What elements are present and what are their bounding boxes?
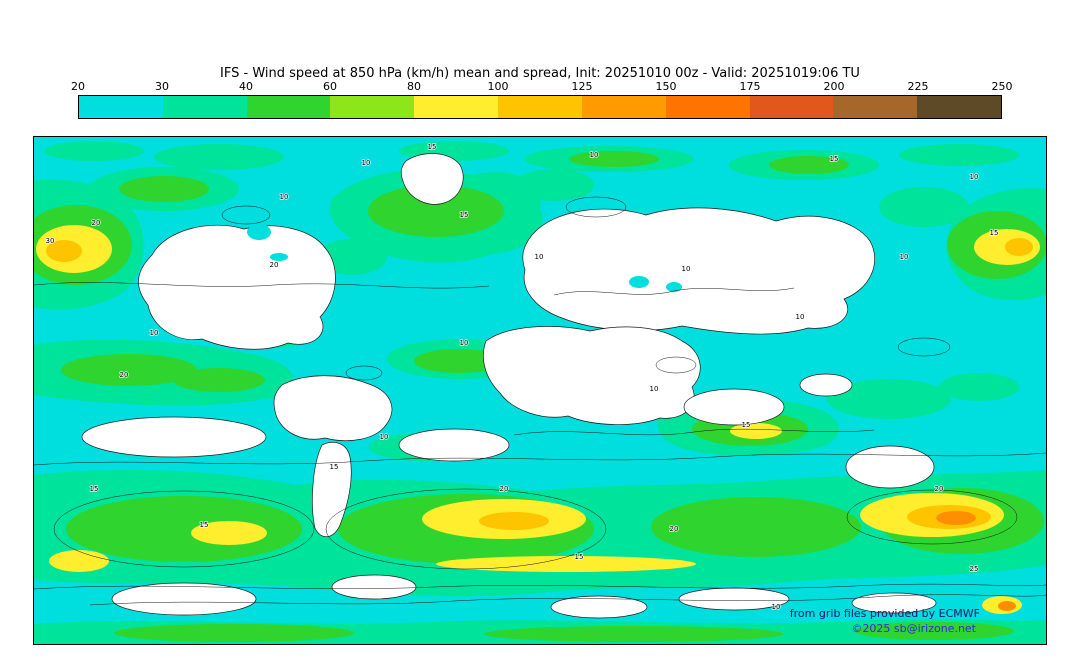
contour-value-label: 20 <box>935 485 944 493</box>
contour-value-label: 15 <box>330 463 339 471</box>
ecmwf-credit: from grib files provided by ECMWF <box>789 607 980 620</box>
legend-tick: 175 <box>739 80 761 93</box>
contour-value-label: 10 <box>900 253 909 261</box>
legend-color-segment <box>833 96 918 118</box>
contour-value-label: 10 <box>460 339 469 347</box>
contour-value-label: 15 <box>830 155 839 163</box>
contour-value-label: 15 <box>575 553 584 561</box>
legend-tick: 225 <box>907 80 929 93</box>
contour-value-label: 15 <box>742 421 751 429</box>
contour-value-label: 10 <box>650 385 659 393</box>
legend-tick: 30 <box>155 80 169 93</box>
contour-value-label: 15 <box>200 521 209 529</box>
contour-value-label: 15 <box>990 229 999 237</box>
contour-value-label: 15 <box>90 485 99 493</box>
legend-tick: 250 <box>991 80 1013 93</box>
contour-value-label: 20 <box>270 261 279 269</box>
world-wind-map: 15 10 10 15 10 30 20 10 15 10 20 10 15 10 20 10 15 10 10 15… <box>33 136 1047 645</box>
legend-tick: 60 <box>323 80 337 93</box>
legend-color-segment <box>79 96 163 118</box>
legend-tick: 100 <box>487 80 509 93</box>
contour-value-label: 10 <box>682 265 691 273</box>
legend-color-segment <box>330 96 415 118</box>
contour-value-label: 20 <box>92 219 101 227</box>
legend-tick: 20 <box>71 80 85 93</box>
contour-value-label: 25 <box>970 565 979 573</box>
legend-color-segment <box>749 96 834 118</box>
legend-tick-labels: 20 30 40 60 80 100 125 150 175 200 225 250 <box>71 80 1013 94</box>
legend-color-segment <box>162 96 247 118</box>
contour-value-label: 20 <box>500 485 509 493</box>
legend-tick: 80 <box>407 80 421 93</box>
legend-tick: 200 <box>823 80 845 93</box>
band-orange <box>936 511 1016 611</box>
legend-tick: 125 <box>571 80 593 93</box>
contour-value-label: 10 <box>590 151 599 159</box>
legend-tick: 40 <box>239 80 253 93</box>
legend-color-bar <box>78 95 1002 119</box>
contour-value-label: 30 <box>46 237 55 245</box>
contour-value-label: 10 <box>772 603 781 611</box>
contour-value-label: 15 <box>428 143 437 151</box>
contour-value-label: 10 <box>380 433 389 441</box>
contour-value-label: 10 <box>970 173 979 181</box>
legend-color-segment <box>414 96 499 118</box>
map-title: IFS - Wind speed at 850 hPa (km/h) mean … <box>220 66 860 81</box>
contour-lines <box>34 196 1046 606</box>
legend-color-segment <box>498 96 582 118</box>
contour-value-label: 10 <box>535 253 544 261</box>
contour-value-label: 20 <box>670 525 679 533</box>
contour-value-label: 10 <box>280 193 289 201</box>
legend-color-segment <box>246 96 331 118</box>
legend-color-segment <box>917 96 1001 118</box>
contour-value-label: 10 <box>796 313 805 321</box>
wind-map-svg: 15 10 10 15 10 30 20 10 15 10 20 10 15 10 20 10 15 10 10 15… <box>34 141 1046 644</box>
inland-water <box>247 224 682 292</box>
legend-tick: 150 <box>655 80 677 93</box>
color-scale-legend: 20 30 40 60 80 100 125 150 175 200 225 250 <box>71 80 1013 119</box>
copyright: ©2025 sb@irizone.net <box>851 622 976 635</box>
legend-color-segment <box>581 96 666 118</box>
contour-value-label: 15 <box>460 211 469 219</box>
contour-value-label: 10 <box>362 159 371 167</box>
calm-white <box>81 153 937 619</box>
contour-labels: 15 10 10 15 10 30 20 10 15 10 20 10 15 10 20 10 15 10 10 15… <box>45 142 999 611</box>
legend-color-segment <box>665 96 750 118</box>
contour-value-label: 10 <box>150 329 159 337</box>
contour-value-label: 20 <box>120 371 129 379</box>
